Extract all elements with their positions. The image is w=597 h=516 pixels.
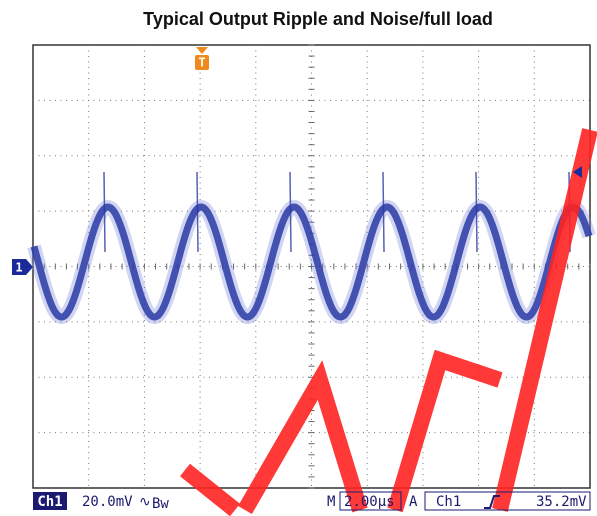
waveform-trace [30, 203, 593, 321]
channel-marker [12, 259, 33, 275]
trigger-label: T [198, 56, 205, 70]
trigger-mode: A [409, 494, 418, 510]
scale: 20.0mV [82, 494, 133, 510]
trigger-box [424, 491, 591, 511]
timebase-prefix: M [327, 494, 335, 510]
waveform [27, 171, 596, 324]
trigger-channel: Ch1 [436, 494, 461, 510]
watermark-strokes [180, 128, 597, 516]
watermark [180, 128, 597, 516]
noise-spike [475, 171, 478, 253]
timebase: 2.00µs [344, 494, 395, 510]
channel-box [33, 492, 67, 510]
bandwidth: Bw [152, 496, 169, 512]
coupling: ∿ [139, 494, 151, 510]
trigger-marker [195, 55, 209, 70]
noise-spike [103, 171, 106, 253]
timebase-box [339, 491, 402, 511]
trigger-level: 35.2mV [536, 494, 587, 510]
noise-spike [196, 171, 199, 253]
channel-label: 1 [15, 261, 22, 275]
noise-spike [382, 171, 385, 253]
title: Typical Output Ripple and Noise/full loa… [143, 9, 493, 29]
trigger-pointer [196, 47, 208, 54]
slope-icon [484, 495, 500, 509]
channel: Ch1 [37, 494, 62, 510]
noise-spike [289, 171, 292, 253]
trigger-level-marker [573, 166, 582, 178]
